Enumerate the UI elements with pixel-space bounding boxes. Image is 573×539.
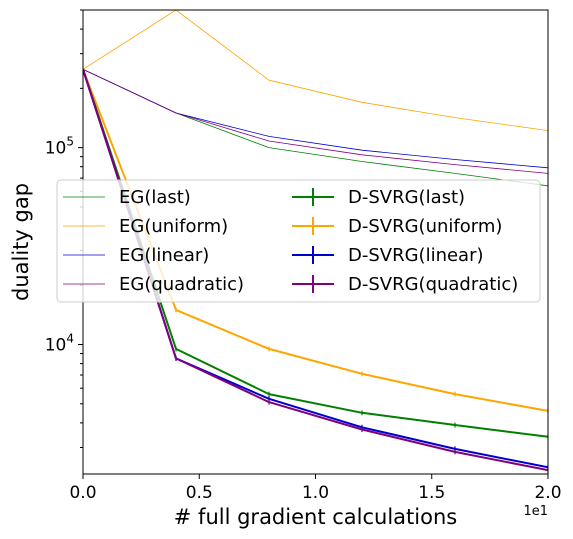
legend-item-d-svrg-quadratic: D-SVRG(quadratic) — [292, 274, 518, 295]
legend-item-d-svrg-last: D-SVRG(last) — [292, 187, 465, 208]
legend-label: EG(uniform) — [119, 216, 228, 237]
series-line-d-svrg-quadratic — [83, 68, 548, 472]
legend-frame — [56, 179, 541, 303]
legend-label: D-SVRG(linear) — [348, 245, 484, 266]
series-line-eg-uniform — [83, 10, 548, 131]
x-axis-ticks: 0.0 0.5 1.0 1.5 2.0 — [69, 474, 562, 503]
legend-label: D-SVRG(last) — [348, 187, 465, 208]
x-axis-multiplier: 1e1 — [523, 504, 548, 519]
series-line-eg-quadratic — [83, 68, 548, 174]
x-tick-label: 0.5 — [186, 483, 213, 503]
y-tick-label: 104 — [45, 332, 74, 356]
x-axis-label: # full gradient calculations — [174, 505, 457, 529]
y-axis-label: duality gap — [9, 183, 33, 301]
legend-item-d-svrg-uniform: D-SVRG(uniform) — [292, 216, 502, 237]
legend-item-eg-quadratic: EG(quadratic) — [63, 274, 244, 295]
y-tick-label: 105 — [45, 135, 74, 159]
legend-label: D-SVRG(quadratic) — [348, 274, 518, 295]
series-line-eg-linear — [83, 68, 548, 169]
legend-item-d-svrg-linear: D-SVRG(linear) — [292, 245, 484, 266]
x-tick-label: 2.0 — [534, 483, 561, 503]
legend-label: D-SVRG(uniform) — [348, 216, 502, 237]
x-tick-label: 1.0 — [302, 483, 329, 503]
legend: EG(last) EG(uniform) EG(linear) EG(quadrati… — [56, 179, 541, 303]
legend-label: EG(linear) — [119, 245, 209, 266]
series-line-eg-last — [83, 68, 548, 187]
legend-item-eg-uniform: EG(uniform) — [63, 216, 228, 237]
legend-label: EG(quadratic) — [119, 274, 244, 295]
legend-label: EG(last) — [119, 187, 191, 208]
legend-item-eg-last: EG(last) — [63, 187, 191, 208]
x-tick-label: 0.0 — [69, 483, 96, 503]
legend-item-eg-linear: EG(linear) — [63, 245, 209, 266]
x-tick-label: 1.5 — [418, 483, 445, 503]
